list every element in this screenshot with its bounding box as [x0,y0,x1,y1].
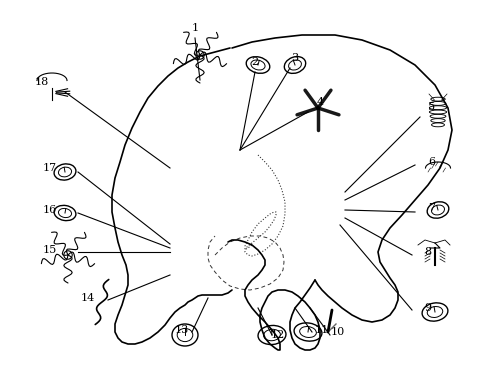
Text: 1: 1 [192,23,199,33]
Text: 8: 8 [424,247,432,257]
Text: 17: 17 [43,163,57,173]
Text: 14: 14 [81,293,95,303]
Text: 7: 7 [429,203,435,213]
Text: 3: 3 [291,53,299,63]
Text: 18: 18 [35,77,49,87]
Text: 16: 16 [43,205,57,215]
Text: 4: 4 [316,97,324,107]
Text: 5: 5 [429,102,435,112]
Text: 10: 10 [331,327,345,337]
Text: 13: 13 [175,325,189,335]
Text: 6: 6 [429,157,435,167]
Text: 2: 2 [252,57,259,67]
Text: 11: 11 [315,325,329,335]
Text: 15: 15 [43,245,57,255]
Text: 9: 9 [424,303,432,313]
Text: 12: 12 [271,330,285,340]
